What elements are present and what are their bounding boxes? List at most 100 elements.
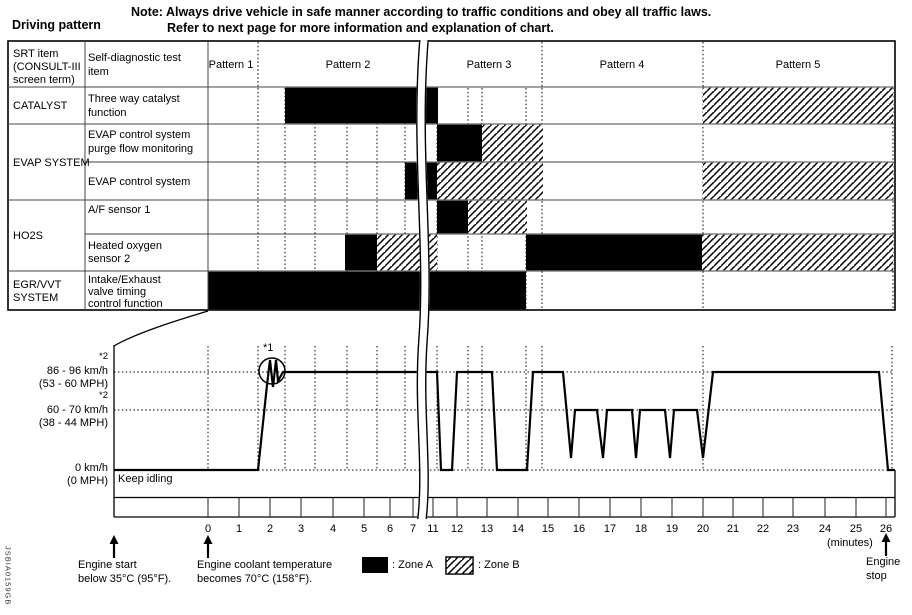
tick-label-23: 23	[787, 523, 799, 535]
engine-start-note-line-1: Engine start	[78, 559, 137, 571]
tick-label-6: 6	[387, 523, 393, 535]
test-item-label: EVAP control system	[88, 176, 190, 188]
zone-a-bar	[208, 271, 526, 310]
tick-label-22: 22	[757, 523, 769, 535]
zone-b-bar	[703, 162, 893, 200]
note-line-1: Note: Always drive vehicle in safe manne…	[131, 5, 712, 19]
tick-label-2: 2	[267, 523, 273, 535]
srt-group-label: SYSTEM	[13, 292, 58, 304]
zone-a-bar	[437, 124, 482, 162]
zone-b-legend-label: : Zone B	[478, 559, 520, 571]
speed-high-kmh-label: 86 - 96 km/h	[46, 365, 108, 377]
page-title: Driving pattern	[12, 18, 101, 32]
speed-mid-kmh-label: 60 - 70 km/h	[46, 404, 108, 416]
graph-frame	[113, 310, 896, 518]
coolant-temp-arrow	[203, 535, 213, 558]
time-axis: 0 1 2 3 4 5 6 7 11 12 13 14 15 16 17 18 19 20 21 22 23 24 25 26	[205, 498, 892, 535]
pattern-header-1: Pattern 1	[209, 59, 254, 71]
test-item-label: function	[88, 107, 127, 119]
tick-label-3: 3	[298, 523, 304, 535]
tick-label-19: 19	[666, 523, 678, 535]
zone-a-bar	[285, 87, 438, 124]
srt-group-label: EVAP SYSTEM	[13, 157, 90, 169]
test-item-label: purge flow monitoring	[88, 143, 193, 155]
tick-label-1: 1	[236, 523, 242, 535]
table-grid	[7, 40, 896, 311]
axis-break-line-right	[424, 39, 430, 520]
axis-break-line-left	[416, 39, 422, 520]
tick-label-7: 7	[410, 523, 416, 535]
axis-break-mask	[416, 39, 430, 520]
tick-label-25: 25	[850, 523, 862, 535]
zone-a-swatch	[362, 557, 388, 573]
engine-start-note-line-2: below 35°C (95°F).	[78, 573, 172, 585]
test-item-label: Three way catalyst	[88, 93, 180, 105]
table-to-graph-connector	[113, 310, 209, 347]
srt-col-header-line-2: (CONSULT-III	[13, 61, 81, 73]
zone-legend	[362, 556, 474, 575]
speed-mid-footnote: *2	[99, 390, 108, 401]
test-zones	[208, 87, 893, 310]
vehicle-speed-trace	[114, 359, 895, 472]
zone-a-bar	[437, 200, 468, 234]
engine-stop-note-line-2: stop	[866, 570, 887, 582]
pattern-header-5: Pattern 5	[776, 59, 821, 71]
test-item-col-header-line-2: item	[88, 66, 109, 78]
zone-b-bar	[703, 87, 893, 124]
pattern-header-4: Pattern 4	[600, 59, 645, 71]
pattern-header-3: Pattern 3	[467, 59, 512, 71]
tick-label-13: 13	[481, 523, 493, 535]
speed-zero-kmh-label: 0 km/h	[74, 462, 108, 474]
speed-high-footnote: *2	[99, 351, 108, 362]
speed-high-mph-label: (53 - 60 MPH)	[38, 378, 108, 390]
note-line-2: Refer to next page for more information …	[167, 21, 554, 35]
zone-a-legend-label: : Zone A	[392, 559, 433, 571]
coolant-note-line-1: Engine coolant temperature	[197, 559, 333, 571]
srt-col-header-line-3: screen term)	[13, 74, 75, 86]
tick-label-20: 20	[697, 523, 709, 535]
srt-group-label: CATALYST	[13, 100, 68, 112]
test-item-label: Heated oxygen	[88, 240, 162, 252]
pattern-header-2: Pattern 2	[326, 59, 371, 71]
engine-stop-note-line-1: Engine	[866, 556, 901, 568]
zone-a-bar	[526, 234, 702, 271]
tick-label-21: 21	[727, 523, 739, 535]
engine-start-arrow	[109, 535, 119, 558]
zone-b-bar	[437, 162, 543, 200]
keep-idling-label: Keep idling	[118, 473, 173, 485]
zone-b-swatch	[445, 556, 474, 575]
minutes-unit-label: (minutes)	[827, 537, 873, 549]
test-item-label: EVAP control system	[88, 129, 190, 141]
tick-label-5: 5	[361, 523, 367, 535]
tick-label-16: 16	[573, 523, 585, 535]
tick-label-12: 12	[451, 523, 463, 535]
speed-zero-mph-label: (0 MPH)	[67, 475, 108, 487]
tick-label-0: 0	[205, 523, 211, 535]
graph-dashed-gridlines	[114, 346, 893, 471]
tick-label-4: 4	[330, 523, 336, 535]
zone-b-bar	[702, 234, 893, 271]
srt-col-header-line-1: SRT item	[13, 48, 59, 60]
test-item-label: control function	[88, 298, 163, 310]
tick-label-24: 24	[819, 523, 831, 535]
zone-b-bar	[468, 200, 527, 234]
tick-label-17: 17	[604, 523, 616, 535]
coolant-note-line-2: becomes 70°C (158°F).	[197, 573, 313, 585]
srt-group-label: HO2S	[13, 230, 43, 242]
test-item-label: Intake/Exhaust	[88, 274, 161, 286]
test-item-label: valve timing	[88, 286, 146, 298]
tick-label-18: 18	[635, 523, 647, 535]
table-labels: Pattern 1 Pattern 2 Pattern 3 Pattern 4 Patt…	[13, 59, 820, 310]
speed-mid-mph-label: (38 - 44 MPH)	[38, 417, 108, 429]
tick-label-26: 26	[880, 523, 892, 535]
tick-label-11: 11	[427, 523, 438, 535]
zone-b-bar	[482, 124, 543, 162]
squiggle-annotation: *1	[263, 342, 274, 354]
engine-stop-arrow	[881, 533, 891, 556]
tick-label-14: 14	[512, 523, 524, 535]
squiggle-circle	[258, 357, 286, 385]
zone-a-bar	[345, 234, 377, 271]
tick-label-15: 15	[542, 523, 554, 535]
